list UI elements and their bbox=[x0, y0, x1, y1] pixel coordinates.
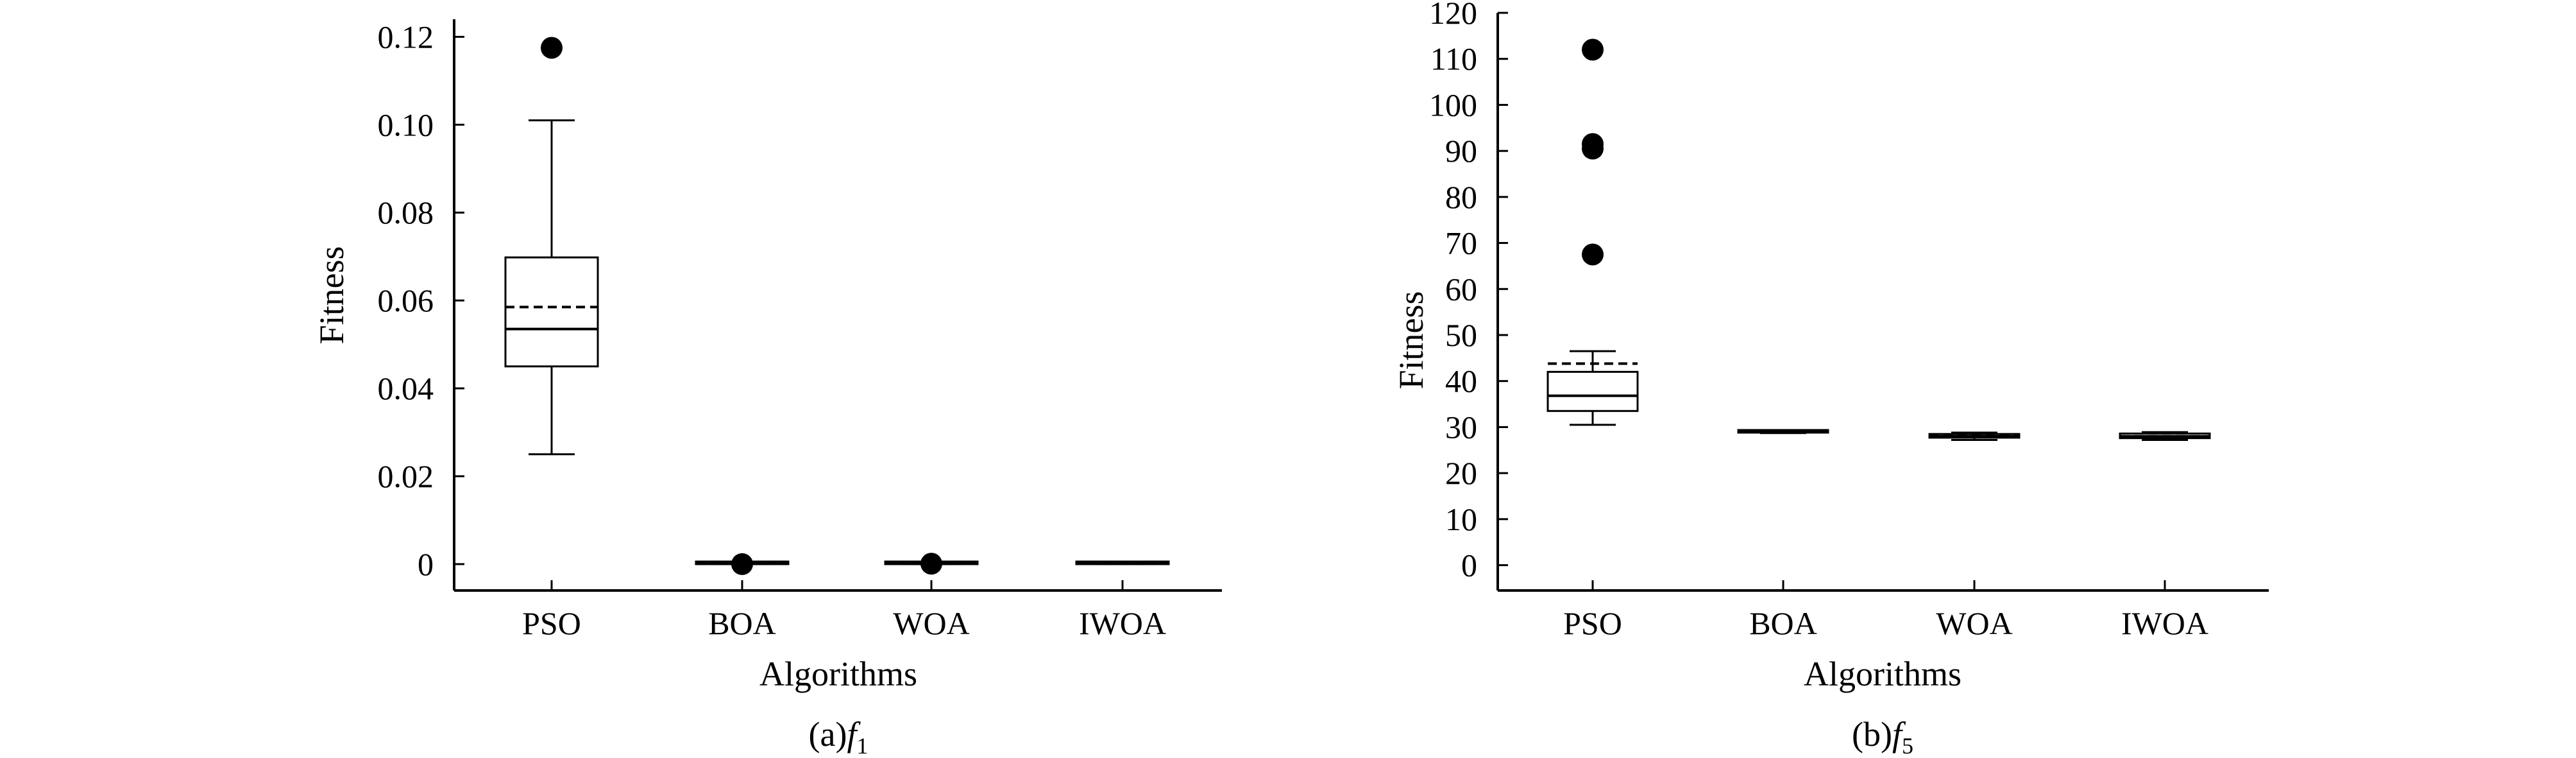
chart-a-caption-subscript: 1 bbox=[856, 733, 868, 758]
outlier-point bbox=[920, 553, 942, 575]
chart-a-ytick-label: 0.08 bbox=[378, 194, 434, 230]
chart-a-ytick-label: 0 bbox=[418, 546, 434, 582]
chart-b-box-iwoa bbox=[2119, 431, 2211, 441]
box-iqr bbox=[504, 256, 599, 368]
outlier-point bbox=[1582, 137, 1604, 160]
outlier-point bbox=[1582, 39, 1604, 61]
chart-b-ytick-label: 0 bbox=[1461, 547, 1477, 583]
chart-b-ytick-label: 100 bbox=[1429, 87, 1477, 123]
chart-b-ytick-label: 20 bbox=[1445, 455, 1477, 491]
chart-b-box-woa bbox=[1928, 431, 2021, 441]
chart-a-ytick-label: 0.10 bbox=[378, 107, 434, 142]
chart-b-caption-prefix: (b) bbox=[1852, 715, 1892, 754]
chart-a-ylabel: Fitness bbox=[312, 246, 351, 344]
chart-a: 0 0.02 0.04 0.06 0.08 0.10 0.12 PSO BOA WOA IWOA F… bbox=[312, 19, 1222, 758]
chart-a-xtick-label: WOA bbox=[893, 605, 969, 641]
chart-a-caption: (a)f1 bbox=[809, 715, 869, 758]
chart-b-box-pso bbox=[1546, 39, 1639, 426]
chart-a-ytick-label: 0.06 bbox=[378, 282, 434, 318]
chart-b-plot: 0 10 20 30 40 50 60 70 80 90 100 110 120 PSO BOA WOA IWO… bbox=[1429, 0, 2269, 641]
chart-a-ytick-label: 0.04 bbox=[378, 370, 434, 406]
box-iqr bbox=[1546, 370, 1639, 412]
chart-a-xtick-label: BOA bbox=[708, 605, 776, 641]
chart-a-ytick-label: 0.12 bbox=[378, 19, 434, 55]
outlier-point bbox=[731, 553, 753, 575]
chart-b-caption-subscript: 5 bbox=[1902, 733, 1913, 758]
chart-b-ytick-label: 30 bbox=[1445, 409, 1477, 445]
chart-b-xtick-label: BOA bbox=[1749, 605, 1817, 641]
chart-b-ytick-label: 80 bbox=[1445, 179, 1477, 215]
chart-b-caption: (b)f5 bbox=[1852, 715, 1913, 758]
chart-a-box-boa bbox=[695, 553, 790, 575]
chart-b-box-boa bbox=[1737, 429, 1829, 435]
outlier-point bbox=[1582, 243, 1604, 266]
chart-b-ytick-label: 10 bbox=[1445, 501, 1477, 537]
chart-b-ylabel: Fitness bbox=[1392, 291, 1430, 389]
chart-a-box-iwoa bbox=[1075, 560, 1170, 565]
chart-a-xtick-label: IWOA bbox=[1079, 605, 1166, 641]
chart-b: 0 10 20 30 40 50 60 70 80 90 100 110 120 PSO BOA WOA IWO… bbox=[1392, 0, 2269, 758]
chart-b-xtick-label: WOA bbox=[1936, 605, 2012, 641]
chart-b-xlabel: Algorithms bbox=[1804, 655, 1962, 693]
chart-a-xlabel: Algorithms bbox=[759, 655, 917, 693]
chart-b-ytick-label: 60 bbox=[1445, 271, 1477, 307]
chart-a-box-pso bbox=[504, 37, 599, 456]
chart-b-ytick-label: 120 bbox=[1429, 0, 1477, 31]
chart-a-xtick-label: PSO bbox=[522, 605, 581, 641]
chart-b-ytick-label: 50 bbox=[1445, 317, 1477, 353]
chart-a-caption-prefix: (a) bbox=[809, 715, 847, 754]
chart-a-plot: 0 0.02 0.04 0.06 0.08 0.10 0.12 PSO BOA WOA IWOA bbox=[378, 19, 1222, 641]
chart-b-ytick-label: 70 bbox=[1445, 225, 1477, 261]
chart-a-box-woa bbox=[884, 553, 979, 575]
chart-b-ytick-label: 40 bbox=[1445, 363, 1477, 399]
chart-a-ytick-label: 0.02 bbox=[378, 458, 434, 494]
chart-b-xtick-label: IWOA bbox=[2121, 605, 2208, 641]
chart-b-xtick-label: PSO bbox=[1563, 605, 1622, 641]
outlier-point bbox=[541, 37, 563, 59]
chart-b-ytick-label: 110 bbox=[1430, 41, 1477, 77]
chart-b-ytick-label: 90 bbox=[1445, 133, 1477, 169]
